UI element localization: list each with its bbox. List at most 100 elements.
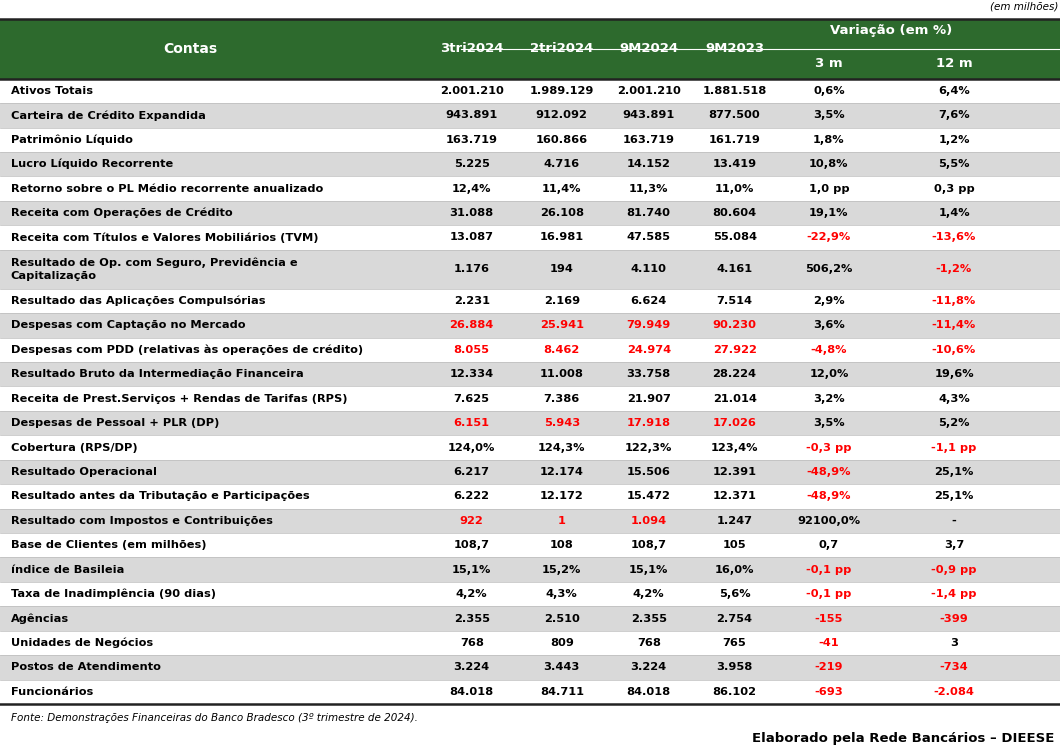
Text: 15.472: 15.472 — [626, 491, 671, 501]
Bar — [0, 103, 1060, 127]
Text: 6.217: 6.217 — [454, 467, 490, 477]
Text: 3.224: 3.224 — [454, 662, 490, 673]
Text: 2.001.210: 2.001.210 — [617, 86, 681, 96]
Text: Retorno sobre o PL Médio recorrente anualizado: Retorno sobre o PL Médio recorrente anua… — [11, 184, 323, 193]
Text: 4,2%: 4,2% — [456, 589, 488, 599]
Text: 15.506: 15.506 — [626, 467, 671, 477]
Text: Carteira de Crédito Expandida: Carteira de Crédito Expandida — [11, 110, 206, 121]
Text: -11,8%: -11,8% — [932, 296, 976, 306]
Text: 809: 809 — [550, 638, 573, 648]
Text: -0,9 pp: -0,9 pp — [932, 565, 976, 574]
Text: Elaborado pela Rede Bancários – DIEESE: Elaborado pela Rede Bancários – DIEESE — [753, 733, 1055, 745]
Text: 31.088: 31.088 — [449, 208, 494, 218]
Text: Receita de Prest.Serviços + Rendas de Tarifas (RPS): Receita de Prest.Serviços + Rendas de Ta… — [11, 394, 347, 404]
Text: 90.230: 90.230 — [712, 321, 757, 330]
Text: 0,7: 0,7 — [819, 540, 838, 551]
Text: Patrimônio Líquido: Patrimônio Líquido — [11, 135, 132, 145]
Text: 25,1%: 25,1% — [934, 491, 974, 501]
Text: -48,9%: -48,9% — [807, 491, 851, 501]
Bar — [0, 152, 1060, 176]
Text: 12.391: 12.391 — [712, 467, 757, 477]
Text: 12 m: 12 m — [936, 57, 972, 70]
Bar — [0, 249, 1060, 289]
Text: 922: 922 — [460, 516, 483, 526]
Text: 16.981: 16.981 — [540, 232, 584, 243]
Text: 160.866: 160.866 — [535, 135, 588, 145]
Text: 1.247: 1.247 — [717, 516, 753, 526]
Text: 877.500: 877.500 — [709, 110, 760, 121]
Text: 86.102: 86.102 — [712, 687, 757, 697]
Text: 122,3%: 122,3% — [625, 443, 672, 452]
Text: Resultado Bruto da Intermediação Financeira: Resultado Bruto da Intermediação Finance… — [11, 369, 303, 379]
Text: 13.087: 13.087 — [449, 232, 494, 243]
Text: 1.094: 1.094 — [631, 516, 667, 526]
Text: -0,1 pp: -0,1 pp — [807, 589, 851, 599]
Text: 4,3%: 4,3% — [938, 394, 970, 404]
Bar — [0, 411, 1060, 435]
Bar — [0, 631, 1060, 655]
Text: 12.371: 12.371 — [712, 491, 757, 501]
Text: 19,6%: 19,6% — [934, 369, 974, 379]
Bar — [0, 176, 1060, 201]
Text: 84.018: 84.018 — [449, 687, 494, 697]
Text: 194: 194 — [550, 264, 573, 274]
Text: 3tri2024: 3tri2024 — [440, 42, 504, 55]
Text: 47.585: 47.585 — [626, 232, 671, 243]
Text: Receita com Operações de Crédito: Receita com Operações de Crédito — [11, 207, 232, 218]
Text: -0,3 pp: -0,3 pp — [807, 443, 851, 452]
Text: 1.989.129: 1.989.129 — [530, 86, 594, 96]
Text: 16,0%: 16,0% — [714, 565, 755, 574]
Text: 768: 768 — [460, 638, 483, 648]
Text: 2.001.210: 2.001.210 — [440, 86, 504, 96]
Text: Fonte: Demonstrações Financeiras do Banco Bradesco (3º trimestre de 2024).: Fonte: Demonstrações Financeiras do Banc… — [11, 713, 418, 723]
Text: -155: -155 — [815, 613, 843, 624]
Bar — [0, 655, 1060, 679]
Text: 11,3%: 11,3% — [629, 184, 669, 193]
Text: 2.510: 2.510 — [544, 613, 580, 624]
Text: 506,2%: 506,2% — [806, 264, 852, 274]
Text: 912.092: 912.092 — [536, 110, 587, 121]
Bar — [0, 127, 1060, 152]
Bar — [0, 79, 1060, 103]
Bar — [0, 362, 1060, 386]
Text: 9M2024: 9M2024 — [619, 42, 678, 55]
Text: 5,6%: 5,6% — [719, 589, 750, 599]
Text: 0,6%: 0,6% — [813, 86, 845, 96]
Bar — [0, 460, 1060, 484]
Text: 3,5%: 3,5% — [813, 418, 845, 428]
Bar — [0, 338, 1060, 362]
Text: Despesas com Captação no Mercado: Despesas com Captação no Mercado — [11, 321, 245, 330]
Text: 3,6%: 3,6% — [813, 321, 845, 330]
Text: Base de Clientes (em milhões): Base de Clientes (em milhões) — [11, 540, 206, 551]
Text: 2tri2024: 2tri2024 — [530, 42, 594, 55]
Text: 161.719: 161.719 — [709, 135, 760, 145]
Text: 25,1%: 25,1% — [934, 467, 974, 477]
Text: 1,4%: 1,4% — [938, 208, 970, 218]
Text: -41: -41 — [818, 638, 840, 648]
Text: 123,4%: 123,4% — [711, 443, 758, 452]
Text: -1,2%: -1,2% — [936, 264, 972, 274]
Text: 84.711: 84.711 — [540, 687, 584, 697]
Text: 3,7: 3,7 — [943, 540, 965, 551]
Text: 17.026: 17.026 — [712, 418, 757, 428]
Text: 9M2023: 9M2023 — [705, 42, 764, 55]
Text: Funcionários: Funcionários — [11, 687, 93, 697]
Text: -48,9%: -48,9% — [807, 467, 851, 477]
Text: 5.225: 5.225 — [454, 159, 490, 169]
Text: 6.222: 6.222 — [454, 491, 490, 501]
Text: -13,6%: -13,6% — [932, 232, 976, 243]
Text: Cobertura (RPS/DP): Cobertura (RPS/DP) — [11, 443, 137, 452]
Text: 7.625: 7.625 — [454, 394, 490, 404]
Text: 3.224: 3.224 — [631, 662, 667, 673]
Text: 3,2%: 3,2% — [813, 394, 845, 404]
Text: 7.386: 7.386 — [544, 394, 580, 404]
Text: 12,4%: 12,4% — [452, 184, 492, 193]
Bar — [0, 484, 1060, 509]
Bar — [0, 435, 1060, 460]
Text: Resultado Operacional: Resultado Operacional — [11, 467, 157, 477]
Text: Resultado com Impostos e Contribuições: Resultado com Impostos e Contribuições — [11, 516, 272, 526]
Text: índice de Basileia: índice de Basileia — [11, 565, 124, 574]
Bar — [0, 607, 1060, 631]
Text: 55.084: 55.084 — [712, 232, 757, 243]
Text: 14.152: 14.152 — [626, 159, 671, 169]
